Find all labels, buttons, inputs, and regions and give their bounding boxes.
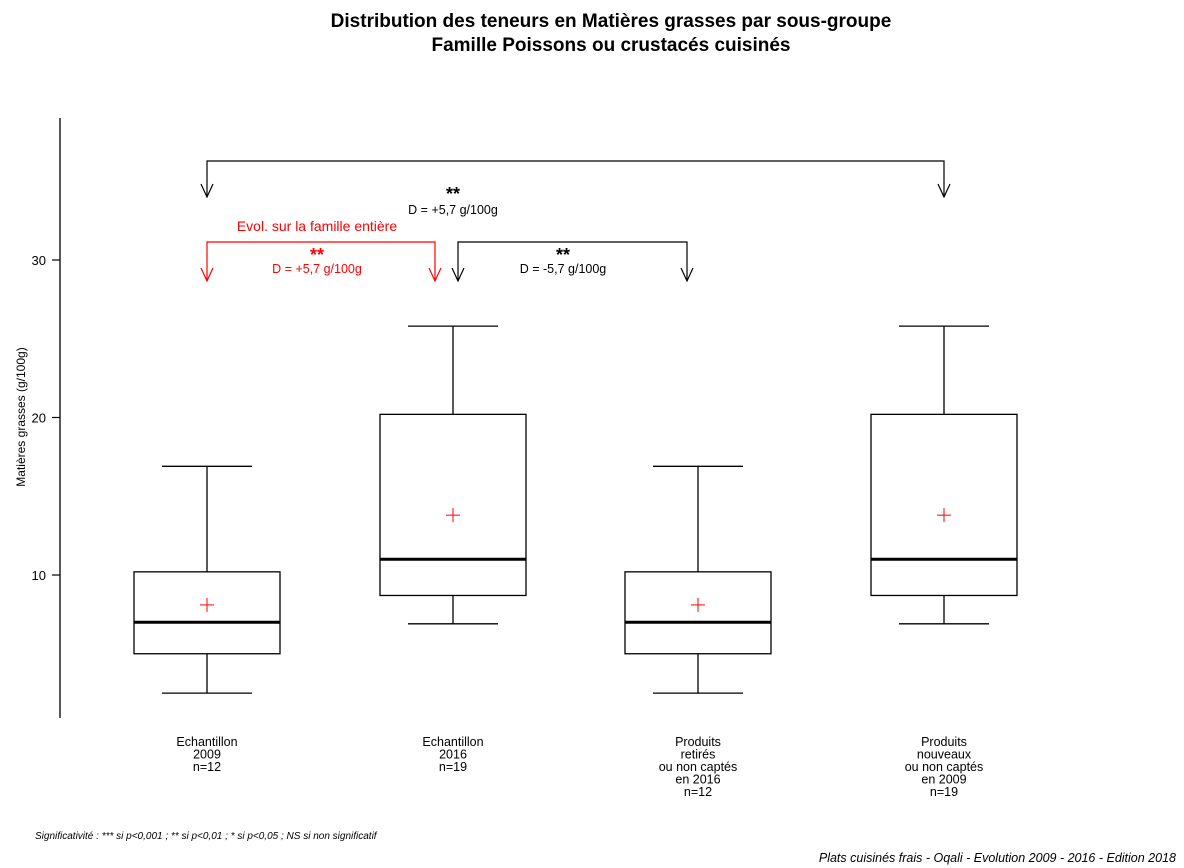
category-label-line: ou non captés [905, 760, 984, 774]
category-label-line: 2009 [193, 748, 221, 762]
bracket-arrowhead [937, 183, 951, 199]
chart-title: Distribution des teneurs en Matières gra… [331, 11, 892, 32]
iqr-box [133, 571, 281, 655]
y-tick-label: 30 [32, 253, 46, 268]
bracket-arrowhead [428, 267, 442, 283]
category-label-line: en 2016 [675, 773, 720, 787]
iqr-box [870, 413, 1018, 597]
comparison-brackets: **D = +5,7 g/100g**D = +5,7 g/100gEvol. … [200, 160, 951, 283]
significance-stars: ** [556, 245, 570, 265]
category-label-line: n=19 [439, 760, 467, 774]
comparison-bracket: **D = +5,7 g/100g [200, 160, 951, 217]
category-label-line: n=12 [193, 760, 221, 774]
difference-label: D = +5,7 g/100g [272, 262, 362, 276]
box-groups [133, 325, 1018, 694]
category-label-line: 2016 [439, 748, 467, 762]
bracket-arrowhead [200, 267, 214, 283]
bracket-arrowhead [451, 267, 465, 283]
category-label-line: Produits [921, 735, 967, 749]
y-axis-title: Matières grasses (g/100g) [14, 347, 28, 486]
bracket-arrowhead [200, 183, 214, 199]
category-label-line: Echantillon [422, 735, 483, 749]
bracket-line [206, 241, 436, 281]
comparison-bracket: **D = +5,7 g/100g Evol. sur la famille en… [200, 218, 442, 283]
category-label-line: n=19 [930, 785, 958, 799]
source-caption: Plats cuisinés frais - Oqali - Evolution… [819, 851, 1176, 865]
box-group [133, 465, 281, 694]
category-label-line: n=12 [684, 785, 712, 799]
chart-subtitle: Famille Poissons ou crustacés cuisinés [431, 35, 790, 56]
y-tick-label: 20 [32, 411, 46, 426]
bracket-line [457, 241, 688, 281]
iqr-box [624, 571, 772, 655]
category-label-line: en 2009 [921, 773, 966, 787]
significance-stars: ** [310, 245, 324, 265]
y-ticks: 10 20 30 [32, 253, 60, 583]
difference-label: D = +5,7 g/100g [408, 203, 498, 217]
box-group [379, 325, 527, 625]
category-label-line: Echantillon [176, 735, 237, 749]
category-label-line: nouveaux [917, 748, 972, 762]
bracket-line [206, 160, 945, 197]
category-labels: Echantillon2009n=12Echantillon2016n=19Pr… [176, 735, 983, 799]
category-label-line: Produits [675, 735, 721, 749]
category-label-line: retirés [681, 748, 716, 762]
difference-label: D = -5,7 g/100g [520, 262, 607, 276]
significance-footnote: Significativité : *** si p<0,001 ; ** si… [35, 831, 378, 842]
category-label-line: ou non captés [659, 760, 738, 774]
box-group [870, 325, 1018, 625]
comparison-bracket: **D = -5,7 g/100g [451, 241, 694, 283]
iqr-box [379, 413, 527, 597]
y-tick-label: 10 [32, 568, 46, 583]
box-group [624, 465, 772, 694]
evolution-note: Evol. sur la famille entière [237, 218, 398, 234]
bracket-arrowhead [680, 267, 694, 283]
significance-stars: ** [446, 184, 460, 204]
